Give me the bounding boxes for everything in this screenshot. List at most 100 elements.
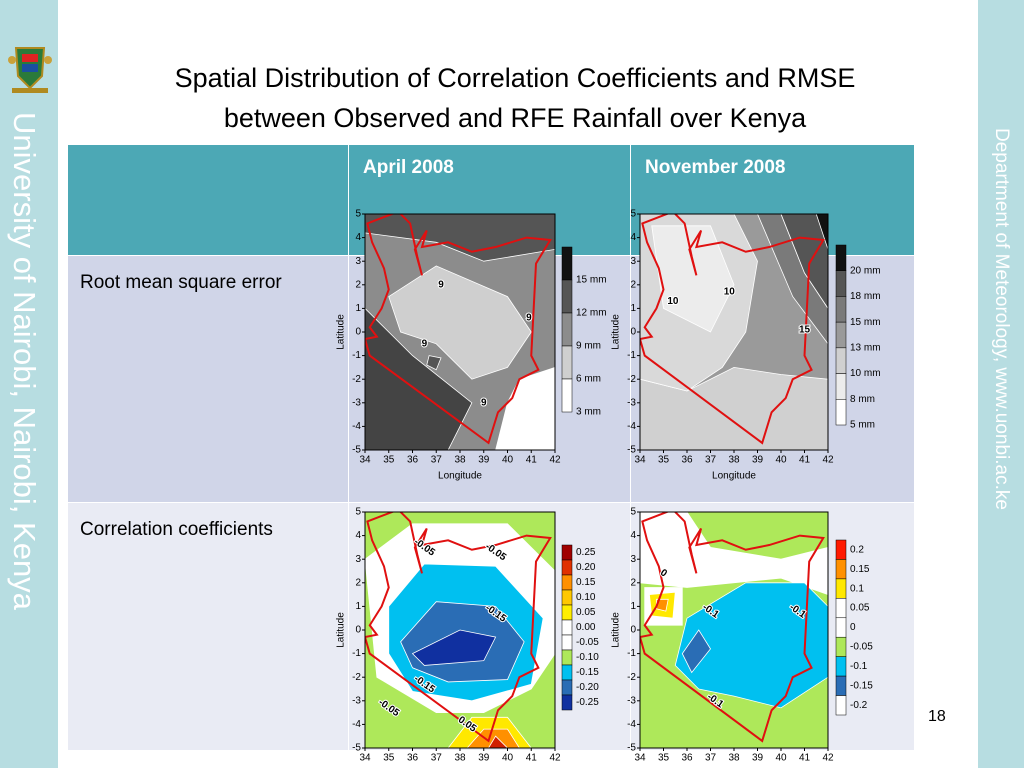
y-tick-label: 3 [355,554,361,565]
y-tick-label: -5 [627,743,636,754]
legend-label: -0.05 [850,642,873,653]
legend-label: 5 mm [850,420,875,431]
legend-swatch [561,559,573,576]
legend-swatch [561,694,573,711]
x-tick-label: 41 [526,753,538,764]
title: Spatial Distribution of Correlation Coef… [60,58,970,138]
x-tick-label: 36 [681,455,693,466]
legend-swatch [561,664,573,681]
legend-swatch [561,544,573,561]
y-tick-label: 5 [355,209,361,220]
legend-swatch [561,589,573,606]
legend-label: 0.1 [850,583,864,594]
legend-label: 10 mm [850,368,881,379]
contour-region [411,629,497,666]
legend-label: 0.15 [850,564,870,575]
legend-swatch [561,378,573,413]
x-axis-label: Longitude [438,471,482,482]
y-tick-label: 2 [630,279,636,290]
legend-label: 12 mm [576,308,607,319]
x-tick-label: 35 [658,753,670,764]
contour-region [674,582,828,709]
x-tick-label: 37 [431,455,443,466]
y-tick-label: 0 [630,625,636,636]
left-band [0,0,58,768]
x-tick-label: 41 [526,455,538,466]
contour-region [365,214,555,262]
y-tick-label: -2 [352,374,361,385]
contour-label: 9 [422,338,428,349]
x-tick-label: 35 [658,455,670,466]
contour-region [681,629,711,674]
legend-swatch [835,373,847,400]
y-tick-label: -4 [627,719,636,730]
legend-label: 0 [850,622,856,633]
contour-region [780,214,828,310]
contour-region [426,355,442,371]
legend-label: 0.05 [576,607,596,618]
map-field [640,214,828,450]
y-tick-label: 4 [355,232,361,243]
contour-region [365,307,473,450]
y-tick-label: -3 [352,695,361,706]
legend-label: -0.2 [850,700,868,711]
legend-swatch [835,244,847,271]
x-tick-label: 40 [775,753,787,764]
legend-label: -0.20 [576,682,599,693]
contour-label: 15 [799,324,811,335]
y-axis-label: Latitude [336,314,347,350]
legend-swatch [835,270,847,297]
sidebar-right: Department of Meteorology, www.uonbi.ac.… [991,128,1012,510]
x-tick-label: 34 [634,753,646,764]
y-tick-label: -5 [352,445,361,456]
y-tick-label: -1 [352,350,361,361]
x-tick-label: 39 [478,455,490,466]
y-tick-label: -3 [627,397,636,408]
legend-label: -0.25 [576,697,599,708]
y-tick-label: 2 [355,577,361,588]
x-tick-label: 42 [822,753,834,764]
legend-label: 20 mm [850,265,881,276]
x-tick-label: 42 [549,753,561,764]
legend-swatch [835,539,847,560]
x-tick-label: 38 [728,753,740,764]
x-tick-label: 35 [383,455,395,466]
legend-swatch [835,617,847,638]
legend-label: 0.00 [576,622,596,633]
x-tick-label: 39 [752,753,764,764]
y-tick-label: 1 [355,601,361,612]
contour-region [640,366,828,450]
y-tick-label: 3 [630,554,636,565]
y-tick-label: 1 [630,303,636,314]
x-tick-label: 40 [502,753,514,764]
legend-label: 0.15 [576,577,596,588]
y-tick-label: 0 [355,625,361,636]
x-tick-label: 36 [407,455,419,466]
y-tick-label: -2 [352,672,361,683]
contour-region [757,214,828,345]
x-tick-label: 34 [634,455,646,466]
legend-swatch [835,598,847,619]
row-label: Root mean square error [68,256,348,502]
y-tick-label: 5 [630,209,636,220]
title-line: Spatial Distribution of Correlation Coef… [174,63,856,93]
legend-label: 13 mm [850,342,881,353]
y-axis-label: Latitude [611,314,622,350]
y-tick-label: 3 [355,256,361,267]
legend-label: 15 mm [850,317,881,328]
contour-label: 10 [724,287,736,298]
x-tick-label: 41 [799,753,811,764]
contour-label: 9 [526,312,532,323]
y-tick-label: 1 [355,303,361,314]
legend-swatch [835,321,847,349]
y-tick-label: -5 [352,743,361,754]
legend-swatch [561,619,573,636]
legend-label: 15 mm [576,275,607,286]
x-tick-label: 40 [502,455,514,466]
x-tick-label: 36 [407,753,419,764]
legend-swatch [561,634,573,651]
x-tick-label: 39 [752,455,764,466]
legend-label: 0.2 [850,544,864,555]
legend-swatch [561,604,573,621]
